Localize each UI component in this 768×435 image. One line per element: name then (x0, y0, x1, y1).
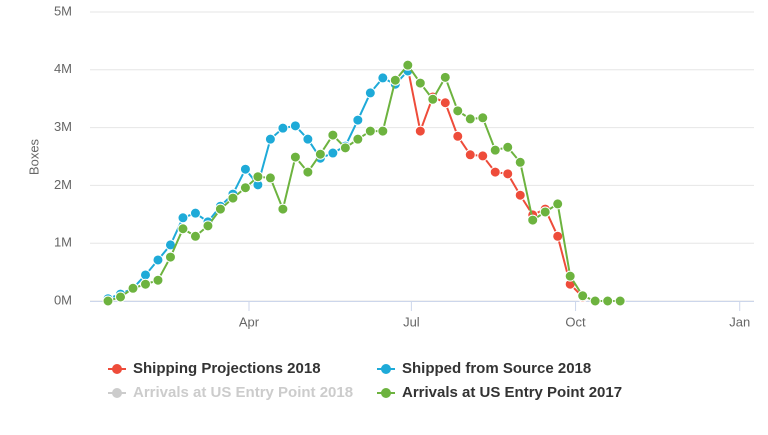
data-point (577, 290, 589, 302)
x-tick-label: Jul (403, 314, 420, 329)
data-point (302, 166, 314, 178)
data-point (139, 278, 151, 290)
legend-label: Arrivals at US Entry Point 2018 (133, 384, 353, 401)
data-point (377, 125, 389, 137)
data-point (364, 125, 376, 137)
y-axis-title: Boxes (26, 138, 41, 175)
data-point (502, 141, 514, 153)
data-point (489, 144, 501, 156)
x-tick-label: Jan (729, 314, 750, 329)
legend-marker (381, 388, 391, 398)
data-point (302, 133, 314, 145)
data-point (439, 97, 451, 109)
data-point (202, 220, 214, 232)
data-point (377, 72, 389, 84)
data-point (477, 112, 489, 124)
y-tick-label: 1M (54, 235, 72, 250)
data-point (102, 295, 114, 307)
data-point (602, 295, 614, 307)
data-point (452, 105, 464, 117)
data-point (277, 122, 289, 134)
data-point (364, 87, 376, 99)
data-point (539, 206, 551, 218)
data-point (464, 113, 476, 125)
legend-marker (112, 388, 122, 398)
data-point (314, 148, 326, 160)
data-point (564, 270, 576, 282)
data-point (552, 230, 564, 242)
data-point (327, 147, 339, 159)
data-point (514, 189, 526, 201)
x-tick-label: Apr (239, 314, 260, 329)
y-tick-label: 3M (54, 119, 72, 134)
data-point (239, 182, 251, 194)
data-point (152, 254, 164, 266)
data-point (489, 166, 501, 178)
data-point (289, 120, 301, 132)
data-point (614, 295, 626, 307)
data-point (177, 212, 189, 224)
data-point (439, 71, 451, 83)
y-tick-label: 0M (54, 292, 72, 307)
legend-item[interactable]: Arrivals at US Entry Point 2017 (377, 384, 622, 401)
data-point (352, 114, 364, 126)
data-point (227, 192, 239, 204)
y-tick-label: 2M (54, 177, 72, 192)
data-point (414, 125, 426, 137)
data-point (527, 214, 539, 226)
data-point (139, 269, 151, 281)
data-point (264, 133, 276, 145)
y-tick-label: 4M (54, 61, 72, 76)
data-point (177, 223, 189, 235)
legend-item[interactable]: Arrivals at US Entry Point 2018 (108, 384, 353, 401)
data-point (339, 142, 351, 154)
y-tick-label: 5M (54, 3, 72, 18)
data-point (552, 198, 564, 210)
legend-marker (381, 364, 391, 374)
data-point (389, 74, 401, 86)
legend-item[interactable]: Shipping Projections 2018 (108, 360, 321, 377)
data-point (402, 59, 414, 71)
data-point (164, 251, 176, 263)
data-point (115, 291, 127, 303)
data-point (477, 150, 489, 162)
data-point (252, 171, 264, 183)
data-point (264, 172, 276, 184)
data-point (189, 207, 201, 219)
data-point (414, 77, 426, 89)
data-point (452, 130, 464, 142)
data-point (502, 168, 514, 180)
data-point (464, 149, 476, 161)
legend-label: Arrivals at US Entry Point 2017 (402, 384, 622, 401)
data-point (427, 93, 439, 105)
legend-label: Shipped from Source 2018 (402, 360, 591, 377)
data-point (277, 203, 289, 215)
legend-item[interactable]: Shipped from Source 2018 (377, 360, 591, 377)
data-point (214, 203, 226, 215)
data-point (127, 282, 139, 294)
data-point (514, 156, 526, 168)
data-point (239, 163, 251, 175)
legend-marker (112, 364, 122, 374)
data-point (152, 274, 164, 286)
series-line (107, 63, 621, 302)
data-point (327, 129, 339, 141)
legend-label: Shipping Projections 2018 (133, 360, 321, 377)
data-point (589, 295, 601, 307)
data-point (189, 230, 201, 242)
x-tick-label: Oct (565, 314, 586, 329)
data-point (352, 133, 364, 145)
data-point (289, 151, 301, 163)
